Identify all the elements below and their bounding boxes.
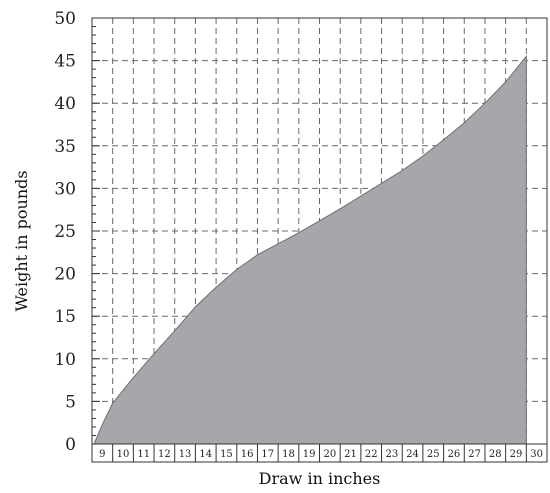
- y-tick-label: 50: [54, 9, 76, 29]
- x-tick-label: 25: [427, 449, 440, 460]
- x-tick-label: 27: [468, 449, 481, 460]
- y-tick-label: 0: [65, 435, 76, 455]
- weight-area: [93, 54, 527, 445]
- y-tick-label: 35: [54, 137, 76, 157]
- y-axis-label: Weight in pounds: [12, 170, 31, 311]
- x-tick-label: 21: [344, 449, 357, 460]
- y-tick-label: 30: [54, 179, 76, 199]
- x-tick-label: 22: [365, 449, 378, 460]
- y-tick-label: 20: [54, 265, 76, 285]
- y-tick-label: 5: [65, 392, 76, 412]
- x-tick-label: 16: [241, 449, 254, 460]
- y-axis-ticks: 0 5 10 15 20 25 30 35 40 45 50: [54, 9, 76, 455]
- x-tick-label: 24: [406, 449, 419, 460]
- minor-tick-marks: [92, 17, 100, 445]
- x-tick-label: 10: [117, 449, 130, 460]
- x-tick-label: 23: [386, 449, 399, 460]
- x-tick-label: 15: [220, 449, 233, 460]
- x-tick-label: 19: [303, 449, 316, 460]
- x-axis-label: Draw in inches: [259, 469, 381, 488]
- x-tick-label: 12: [158, 449, 171, 460]
- x-tick-label: 14: [199, 449, 212, 460]
- x-tick-label: 13: [179, 449, 192, 460]
- x-tick-label: 17: [261, 449, 274, 460]
- x-tick-label: 9: [99, 449, 105, 460]
- x-tick-label: 20: [323, 449, 336, 460]
- y-tick-label: 45: [54, 52, 76, 72]
- x-tick-label: 30: [530, 449, 543, 460]
- y-tick-label: 10: [54, 350, 76, 370]
- x-tick-label: 18: [282, 449, 295, 460]
- y-tick-label: 40: [54, 94, 76, 114]
- x-tick-label: 29: [510, 449, 523, 460]
- x-tick-label: 28: [489, 449, 502, 460]
- y-tick-label: 25: [54, 222, 76, 242]
- x-tick-label: 26: [448, 449, 461, 460]
- y-tick-label: 15: [54, 307, 76, 327]
- x-tick-label: 11: [137, 449, 150, 460]
- plot-frame: [91, 17, 548, 463]
